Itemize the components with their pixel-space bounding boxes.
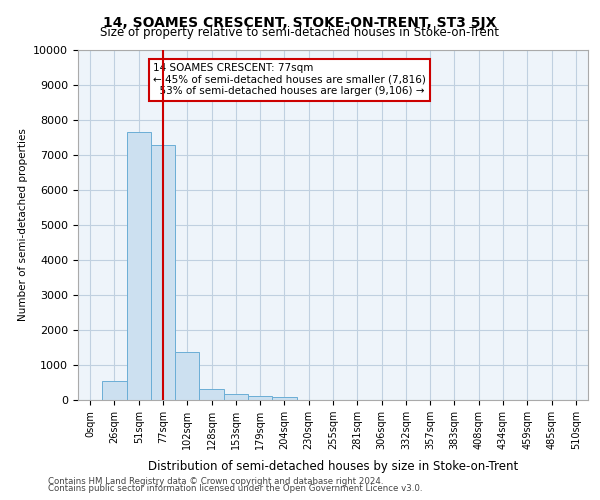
Bar (248, 396, 272, 400)
Text: Size of property relative to semi-detached houses in Stoke-on-Trent: Size of property relative to semi-detach… (101, 26, 499, 39)
Bar (224, 394, 248, 400)
Text: Contains HM Land Registry data © Crown copyright and database right 2024.: Contains HM Land Registry data © Crown c… (48, 477, 383, 486)
Text: 14, SOAMES CRESCENT, STOKE-ON-TRENT, ST3 5JX: 14, SOAMES CRESCENT, STOKE-ON-TRENT, ST3… (103, 16, 497, 30)
Bar (102, 382, 127, 400)
X-axis label: Distribution of semi-detached houses by size in Stoke-on-Trent: Distribution of semi-detached houses by … (148, 460, 518, 473)
Bar (199, 389, 224, 400)
Bar (151, 145, 175, 400)
Bar (175, 352, 199, 400)
Y-axis label: Number of semi-detached properties: Number of semi-detached properties (18, 128, 28, 322)
Text: 14 SOAMES CRESCENT: 77sqm
← 45% of semi-detached houses are smaller (7,816)
  53: 14 SOAMES CRESCENT: 77sqm ← 45% of semi-… (153, 64, 426, 96)
Bar (272, 397, 296, 400)
Text: Contains public sector information licensed under the Open Government Licence v3: Contains public sector information licen… (48, 484, 422, 493)
Bar (127, 132, 151, 400)
